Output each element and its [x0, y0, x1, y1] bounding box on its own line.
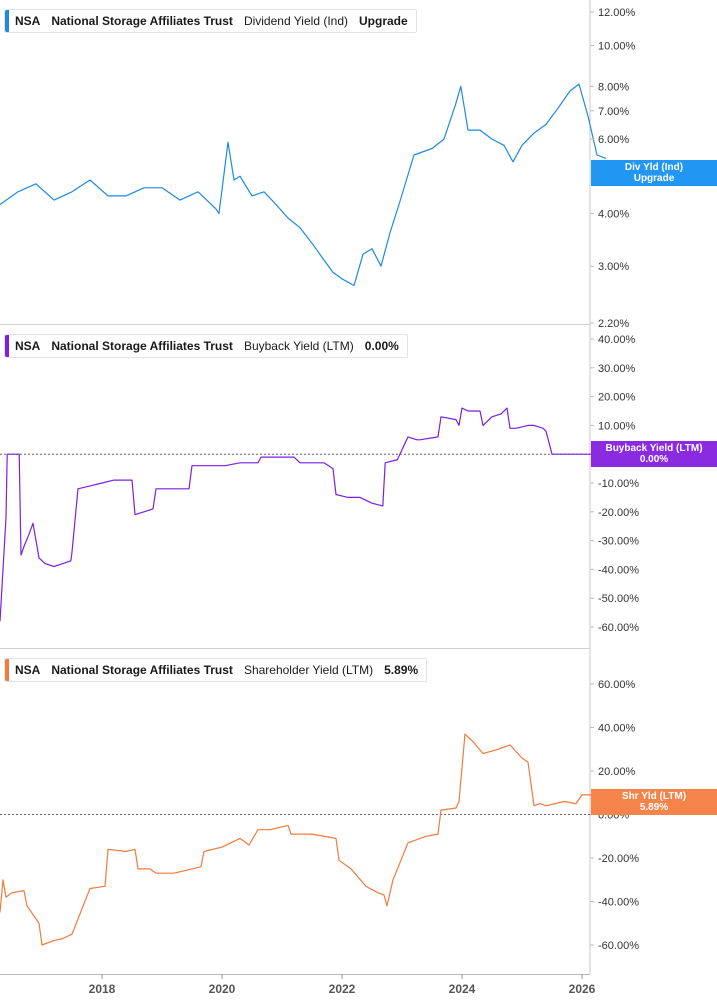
- y-tick-label: -40.00%: [598, 564, 639, 576]
- y-tick-label: 20.00%: [598, 766, 636, 778]
- legend-ticker: NSA: [15, 663, 41, 677]
- panel-separators: [0, 0, 591, 975]
- shareholder-flag-line2: 5.89%: [639, 802, 669, 813]
- y-tick-label: 40.00%: [598, 723, 636, 735]
- div-flag-line1: Div Yld (Ind): [624, 162, 684, 173]
- legend-company: National Storage Affiliates Trust: [51, 14, 233, 28]
- x-tick-label: 2024: [449, 982, 476, 996]
- y-tick-label: 30.00%: [598, 363, 636, 375]
- x-tick-label: 2026: [569, 982, 596, 996]
- y-tick-label: -20.00%: [598, 853, 639, 865]
- div-flag-line2: Upgrade: [633, 173, 675, 184]
- buyback-flag-line1: Buyback Yield (LTM): [605, 443, 703, 454]
- y-tick-label: 10.00%: [598, 420, 636, 432]
- legend-dividend-yield[interactable]: NSA National Storage Affiliates Trust Di…: [4, 9, 417, 33]
- x-tick-label: 2020: [209, 982, 236, 996]
- legend-shareholder-yield[interactable]: NSA National Storage Affiliates Trust Sh…: [4, 658, 428, 682]
- legend-metric: Buyback Yield (LTM): [243, 339, 354, 353]
- y-tick-label: -30.00%: [598, 536, 639, 548]
- y-tick-label: -10.00%: [598, 478, 639, 490]
- y-tick-label: 12.00%: [598, 7, 636, 19]
- y-tick-label: 4.00%: [598, 208, 629, 220]
- legend-company: National Storage Affiliates Trust: [51, 663, 233, 677]
- legend-value: Upgrade: [359, 14, 408, 28]
- series-line-1: [0, 407, 594, 622]
- y-tick-label: 40.00%: [598, 334, 636, 346]
- legend-value: 0.00%: [364, 339, 399, 353]
- legend-swatch: [5, 335, 9, 357]
- y-tick-label: -50.00%: [598, 593, 639, 605]
- legend-company: National Storage Affiliates Trust: [51, 339, 233, 353]
- x-axis-ticks: 2018 2020 2022 2024 2026: [89, 974, 596, 996]
- series-lines: [0, 83, 610, 946]
- y-tick-label: -60.00%: [598, 940, 639, 952]
- legend-ticker: NSA: [15, 339, 41, 353]
- legend-swatch: [5, 659, 9, 681]
- y-tick-label: -60.00%: [598, 622, 639, 634]
- y-tick-label: 10.00%: [598, 40, 636, 52]
- y-tick-label: -40.00%: [598, 897, 639, 909]
- y-tick-label: 2.20%: [598, 318, 629, 330]
- y-tick-label: 20.00%: [598, 392, 636, 404]
- y-tick-label: 3.00%: [598, 261, 629, 273]
- legend-value: 5.89%: [384, 663, 419, 677]
- buyback-flag-line2: 0.00%: [639, 454, 669, 465]
- x-tick-label: 2022: [329, 982, 356, 996]
- shareholder-yield-flag: Shr Yld (LTM) 5.89%: [591, 789, 717, 815]
- y-tick-label: 8.00%: [598, 81, 629, 93]
- legend-swatch: [5, 10, 9, 32]
- buyback-yield-flag: Buyback Yield (LTM) 0.00%: [591, 441, 717, 467]
- shareholder-flag-line1: Shr Yld (LTM): [621, 791, 687, 802]
- series-line-2: [0, 733, 610, 946]
- series-line-0: [0, 83, 607, 287]
- div-yield-flag: Div Yld (Ind) Upgrade: [591, 160, 717, 186]
- y-axis-ticks: 12.00% 10.00% 8.00% 7.00% 6.00% 4.00% 3.00% 2.2…: [590, 7, 639, 952]
- x-tick-label: 2018: [89, 982, 116, 996]
- legend-metric: Shareholder Yield (LTM): [243, 663, 374, 677]
- legend-metric: Dividend Yield (Ind): [243, 14, 348, 28]
- legend-buyback-yield[interactable]: NSA National Storage Affiliates Trust Bu…: [4, 334, 408, 358]
- y-tick-label: -20.00%: [598, 507, 639, 519]
- legend-ticker: NSA: [15, 14, 41, 28]
- y-tick-label: 60.00%: [598, 679, 636, 691]
- y-tick-label: 7.00%: [598, 106, 629, 118]
- y-tick-label: 6.00%: [598, 134, 629, 146]
